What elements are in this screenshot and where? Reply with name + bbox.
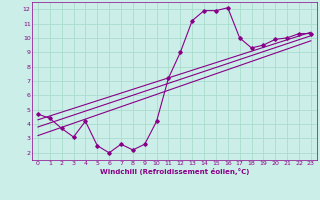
X-axis label: Windchill (Refroidissement éolien,°C): Windchill (Refroidissement éolien,°C) [100, 168, 249, 175]
